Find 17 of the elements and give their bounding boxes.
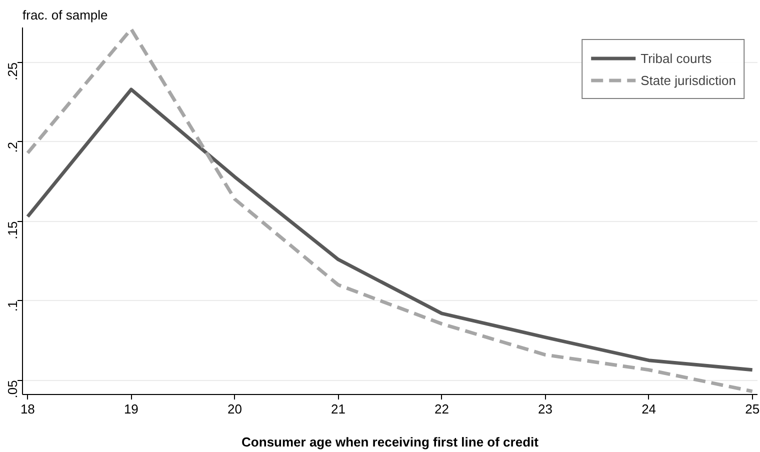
x-tick-label: 19 <box>124 402 138 416</box>
x-tick-label: 24 <box>642 402 656 416</box>
x-tick-label: 20 <box>227 402 242 416</box>
y-tick-label: .2 <box>5 142 20 153</box>
y-tick-label: .1 <box>5 300 20 312</box>
y-tick-label: .25 <box>5 62 20 81</box>
legend-label: Tribal courts <box>640 50 712 66</box>
y-axis-title: frac. of sample <box>22 8 108 22</box>
x-tick-label: 25 <box>745 402 760 416</box>
x-tick-label: 23 <box>538 402 553 416</box>
x-axis-title: Consumer age when receiving first line of credit <box>242 434 540 450</box>
y-tick-label: .15 <box>5 221 20 240</box>
x-tick-label: 22 <box>434 402 449 416</box>
legend-label: State jurisdiction <box>640 72 736 88</box>
x-tick-label: 21 <box>331 402 346 416</box>
x-tick-label: 18 <box>20 402 35 416</box>
y-tick-label: .05 <box>5 380 20 398</box>
